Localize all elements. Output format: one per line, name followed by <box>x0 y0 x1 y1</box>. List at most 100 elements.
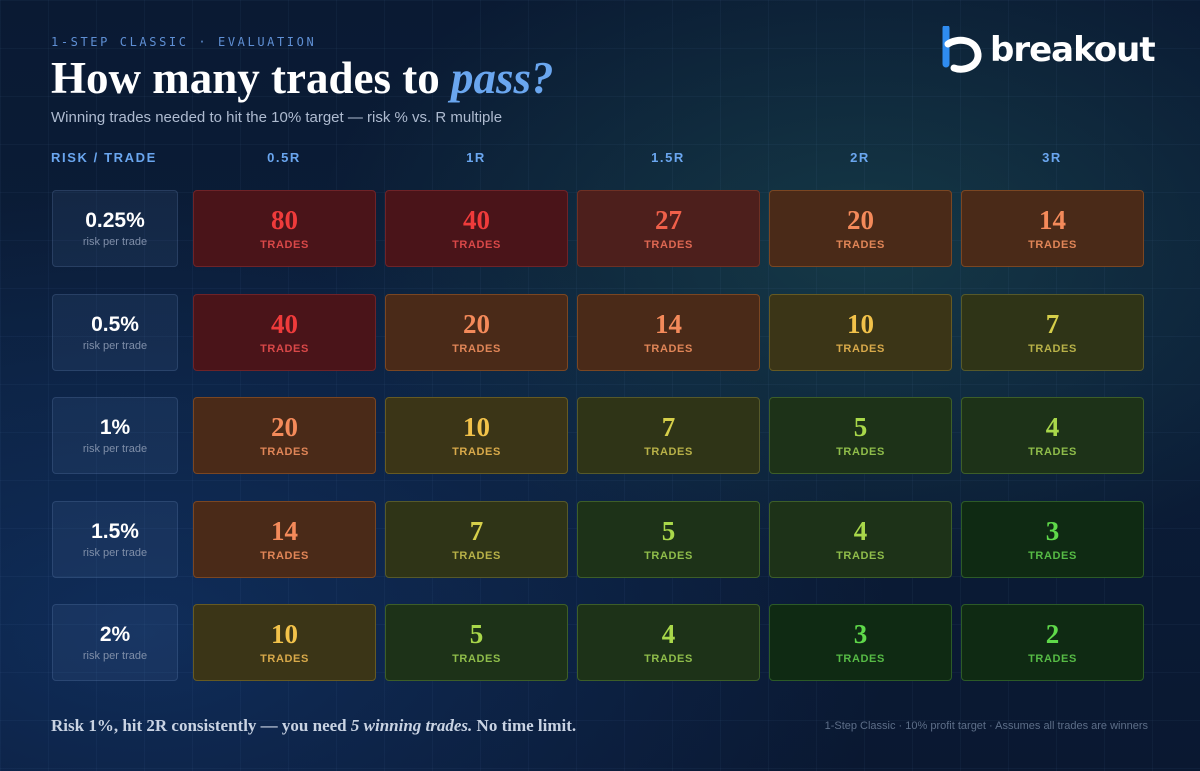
column-header: 0.5R <box>267 150 301 165</box>
trade-count-cell: 20 TRADES <box>193 397 376 474</box>
risk-row-label: 2% risk per trade <box>52 604 178 681</box>
risk-row-label: 0.25% risk per trade <box>52 190 178 267</box>
trade-count-value: 5 <box>853 411 868 442</box>
risk-value: 1.5% <box>91 520 139 543</box>
trade-count-cell: 7 TRADES <box>961 294 1144 371</box>
brand-logo: breakout <box>940 26 1156 74</box>
trade-count-cell: 10 TRADES <box>769 294 952 371</box>
footer-lead: Risk 1%, hit 2R consistently — you need <box>51 716 351 735</box>
trade-count-unit: TRADES <box>452 652 501 665</box>
trade-count-value: 10 <box>271 618 298 649</box>
trade-count-value: 7 <box>1045 308 1060 339</box>
risk-value: 2% <box>99 623 131 646</box>
trade-count-cell: 5 TRADES <box>577 501 760 578</box>
trade-count-unit: TRADES <box>836 652 885 665</box>
trade-count-cell: 40 TRADES <box>193 294 376 371</box>
trade-count-unit: TRADES <box>260 342 309 355</box>
trade-count-cell: 5 TRADES <box>769 397 952 474</box>
risk-sub-label: risk per trade <box>82 340 148 352</box>
trade-count-unit: TRADES <box>644 652 693 665</box>
trade-count-value: 27 <box>655 204 682 235</box>
trade-count-value: 80 <box>271 204 298 235</box>
trade-count-value: 3 <box>1045 515 1060 546</box>
column-header: 3R <box>1042 150 1062 165</box>
trade-count-cell: 3 TRADES <box>961 501 1144 578</box>
trade-count-unit: TRADES <box>260 238 309 251</box>
trade-count-cell: 20 TRADES <box>385 294 568 371</box>
column-header: 1.5R <box>651 150 685 165</box>
risk-sub-label: risk per trade <box>82 236 148 248</box>
risk-sub-label: risk per trade <box>82 547 148 559</box>
trade-count-cell: 20 TRADES <box>769 190 952 267</box>
trade-count-cell: 3 TRADES <box>769 604 952 681</box>
trade-count-cell: 14 TRADES <box>577 294 760 371</box>
trade-count-cell: 4 TRADES <box>961 397 1144 474</box>
trade-count-value: 7 <box>469 515 484 546</box>
footer-tail: No time limit. <box>472 716 577 735</box>
trade-count-value: 20 <box>847 204 874 235</box>
risk-sub-label: risk per trade <box>82 443 148 455</box>
page-subtitle: Winning trades needed to hit the 10% tar… <box>51 109 503 126</box>
eyebrow-label: 1-STEP CLASSIC · EVALUATION <box>51 35 317 49</box>
trade-count-unit: TRADES <box>1028 238 1077 251</box>
trade-count-unit: TRADES <box>644 549 693 562</box>
trade-count-value: 4 <box>661 618 676 649</box>
title-main: How many trades to <box>51 53 451 103</box>
row-header-label: RISK / TRADE <box>51 150 157 165</box>
trade-count-unit: TRADES <box>452 549 501 562</box>
trade-count-cell: 40 TRADES <box>385 190 568 267</box>
trade-count-value: 7 <box>661 411 676 442</box>
title-accent: pass? <box>450 53 554 103</box>
risk-sub-label: risk per trade <box>82 650 148 662</box>
footer-emphasis: 5 winning trades. <box>350 716 473 735</box>
trade-count-cell: 2 TRADES <box>961 604 1144 681</box>
brand-name: breakout <box>990 30 1156 70</box>
trade-count-unit: TRADES <box>452 445 501 458</box>
trade-count-cell: 10 TRADES <box>385 397 568 474</box>
trade-count-value: 40 <box>463 204 490 235</box>
trade-count-cell: 5 TRADES <box>385 604 568 681</box>
breakout-b-logo-icon <box>942 26 982 73</box>
trade-count-unit: TRADES <box>644 342 693 355</box>
trade-count-unit: TRADES <box>836 342 885 355</box>
trade-count-unit: TRADES <box>1028 445 1077 458</box>
trade-count-unit: TRADES <box>644 445 693 458</box>
trade-count-value: 5 <box>469 618 484 649</box>
risk-value: 0.25% <box>85 209 145 232</box>
trade-count-unit: TRADES <box>836 238 885 251</box>
trade-count-unit: TRADES <box>260 549 309 562</box>
trade-count-unit: TRADES <box>644 238 693 251</box>
trade-count-value: 14 <box>1039 204 1066 235</box>
trade-count-cell: 14 TRADES <box>193 501 376 578</box>
trade-count-value: 10 <box>463 411 490 442</box>
trade-count-cell: 7 TRADES <box>385 501 568 578</box>
trade-count-value: 14 <box>655 308 682 339</box>
trade-count-cell: 4 TRADES <box>577 604 760 681</box>
trade-count-unit: TRADES <box>452 238 501 251</box>
trade-count-value: 4 <box>1045 411 1060 442</box>
trade-count-cell: 7 TRADES <box>577 397 760 474</box>
trade-count-value: 3 <box>853 618 868 649</box>
trade-count-cell: 14 TRADES <box>961 190 1144 267</box>
footer-summary: Risk 1%, hit 2R consistently — you need … <box>51 716 576 736</box>
risk-value: 0.5% <box>91 313 139 336</box>
trade-count-value: 40 <box>271 308 298 339</box>
trade-count-unit: TRADES <box>1028 549 1077 562</box>
trade-count-value: 5 <box>661 515 676 546</box>
trade-count-value: 4 <box>853 515 868 546</box>
trade-count-unit: TRADES <box>260 445 309 458</box>
trade-count-value: 14 <box>271 515 298 546</box>
trade-count-cell: 80 TRADES <box>193 190 376 267</box>
risk-row-label: 1.5% risk per trade <box>52 501 178 578</box>
trade-count-unit: TRADES <box>452 342 501 355</box>
trade-count-cell: 4 TRADES <box>769 501 952 578</box>
trade-count-unit: TRADES <box>1028 652 1077 665</box>
trade-count-unit: TRADES <box>836 445 885 458</box>
risk-row-label: 1% risk per trade <box>52 397 178 474</box>
page-title: How many trades to pass? <box>51 52 554 104</box>
risk-row-label: 0.5% risk per trade <box>52 294 178 371</box>
trade-count-unit: TRADES <box>836 549 885 562</box>
trade-count-unit: TRADES <box>260 652 309 665</box>
column-header: 1R <box>466 150 486 165</box>
footer-note: 1-Step Classic · 10% profit target · Ass… <box>824 720 1148 732</box>
